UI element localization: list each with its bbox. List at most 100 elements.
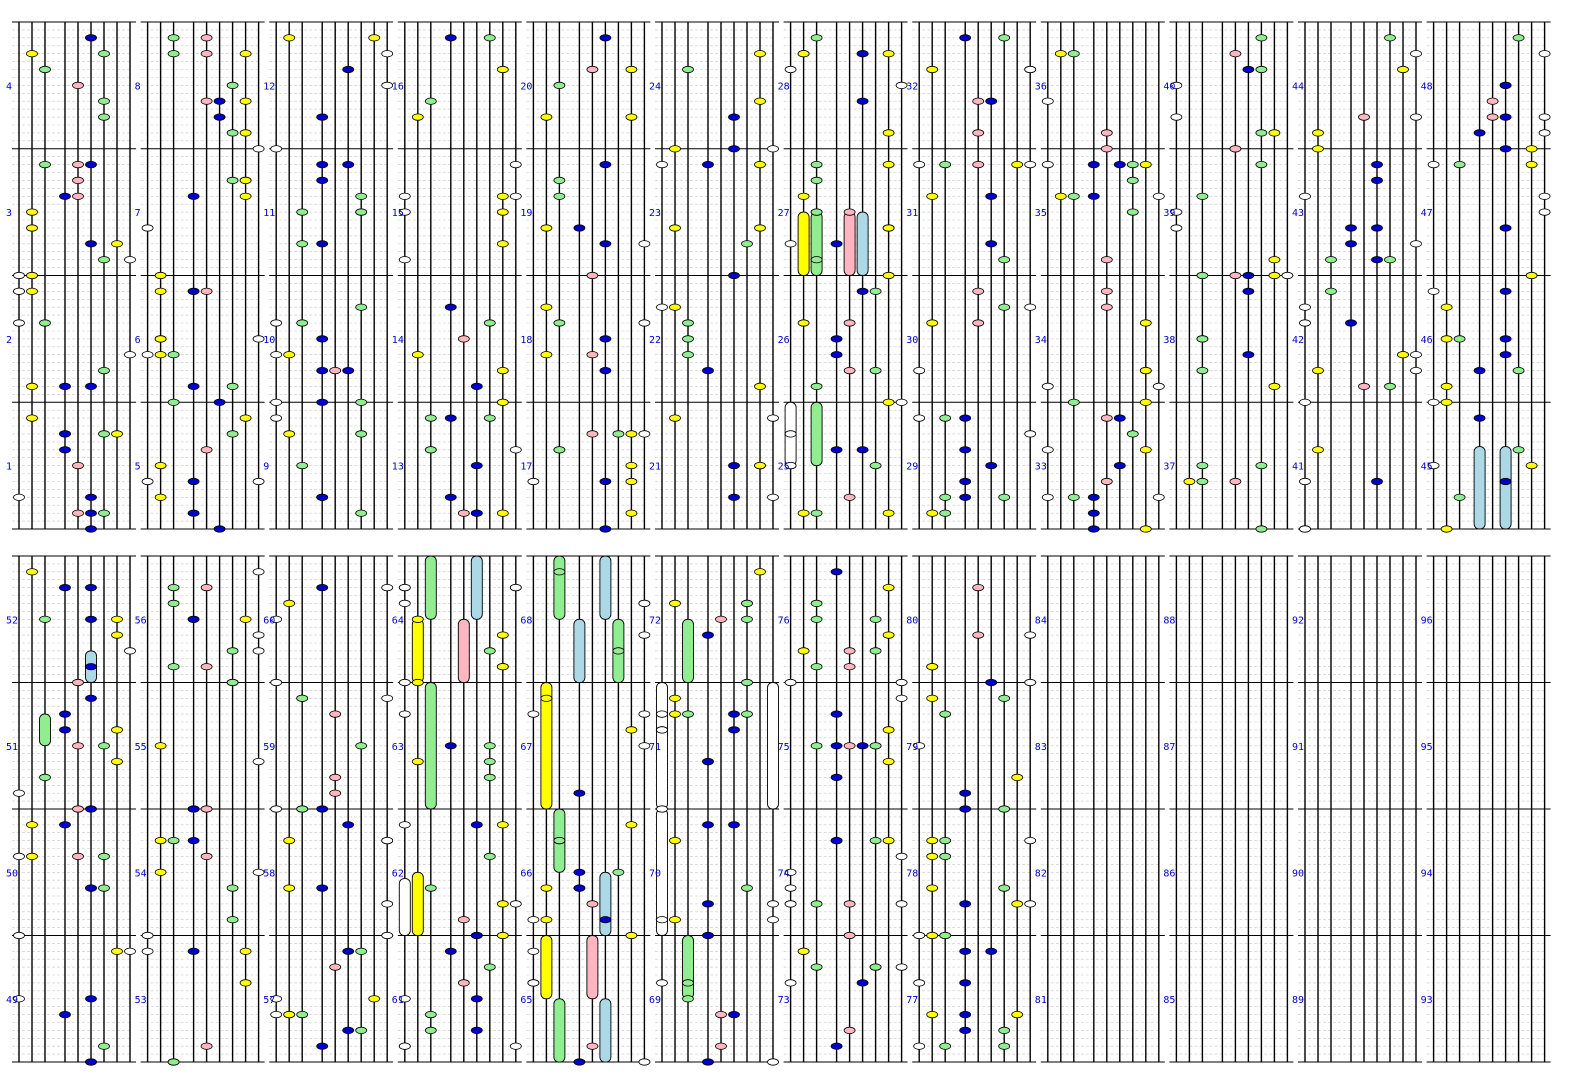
tap-note: [540, 224, 553, 232]
measure-number: 58: [263, 868, 275, 879]
tap-note: [939, 836, 952, 845]
measure-number: 65: [520, 995, 532, 1006]
long-note: [540, 682, 553, 810]
measure-number: 5: [135, 462, 141, 473]
tap-note: [1299, 303, 1311, 311]
tap-note: [483, 963, 496, 971]
tap-note: [1242, 65, 1255, 74]
tap-note: [1067, 493, 1080, 501]
tap-note: [13, 995, 25, 1003]
tap-note: [784, 884, 797, 892]
tap-note: [972, 97, 985, 105]
tap-note: [702, 1058, 714, 1066]
tap-note: [283, 1010, 296, 1019]
measure-number: 19: [520, 208, 532, 219]
tap-note: [1499, 335, 1512, 343]
measure-number: 10: [263, 335, 275, 346]
long-note: [586, 935, 599, 1000]
tap-note: [496, 65, 509, 74]
tap-note: [59, 446, 71, 454]
tap-note: [702, 821, 714, 829]
tap-note: [553, 81, 566, 90]
measure-number: 86: [1163, 868, 1175, 879]
tap-note: [856, 446, 869, 454]
tap-note: [843, 900, 856, 908]
tap-note: [573, 789, 586, 797]
tap-note: [13, 493, 25, 501]
tap-note: [368, 995, 381, 1003]
tap-note: [882, 726, 895, 734]
tap-note: [1312, 446, 1324, 454]
tap-note: [810, 742, 823, 750]
tap-note: [316, 583, 329, 592]
measure-number: 38: [1163, 335, 1175, 346]
tap-note: [424, 446, 437, 454]
tap-note: [728, 821, 740, 829]
tap-note: [316, 884, 329, 892]
tap-note: [1067, 192, 1080, 200]
tap-note: [959, 493, 972, 501]
tap-note: [843, 1026, 856, 1035]
tap-note: [1229, 477, 1242, 486]
tap-note: [797, 509, 810, 517]
tap-note: [985, 97, 998, 105]
tap-note: [296, 208, 309, 216]
measure-number: 30: [906, 335, 918, 346]
tap-note: [1538, 50, 1551, 58]
measure-number: 62: [392, 868, 404, 879]
tap-note: [754, 568, 766, 576]
tap-note: [59, 583, 71, 592]
tap-note: [926, 1010, 939, 1019]
long-note: [767, 682, 779, 810]
tap-note: [882, 631, 895, 639]
tap-note: [669, 414, 681, 422]
measure-number: 90: [1292, 868, 1304, 879]
tap-note: [368, 34, 381, 42]
measure-number: 24: [649, 81, 661, 92]
tap-note: [85, 525, 97, 533]
tap-note: [154, 287, 167, 295]
tap-note: [98, 1042, 110, 1050]
tap-note: [1299, 398, 1311, 406]
tap-note: [913, 979, 926, 987]
long-note: [1473, 446, 1486, 530]
tap-note: [612, 430, 625, 438]
tap-note: [239, 176, 252, 184]
tap-note: [998, 256, 1011, 264]
tap-note: [457, 335, 470, 343]
tap-note: [72, 509, 84, 517]
tap-note: [342, 821, 355, 829]
tap-note: [599, 916, 612, 924]
measure-number: 11: [263, 208, 275, 219]
tap-note: [1410, 113, 1422, 121]
tap-note: [187, 947, 200, 955]
measure-number: 23: [649, 208, 661, 219]
measure-number: 26: [778, 335, 790, 346]
tap-note: [985, 678, 998, 687]
tap-note: [270, 145, 283, 153]
tap-note: [741, 615, 753, 623]
tap-note: [470, 382, 483, 390]
tap-note: [496, 240, 509, 248]
tap-note: [830, 351, 843, 359]
tap-note: [1512, 34, 1525, 42]
tap-note: [1255, 65, 1268, 74]
tap-note: [124, 351, 136, 359]
tap-note: [1345, 319, 1357, 327]
tap-note: [895, 852, 908, 861]
tap-note: [998, 303, 1011, 311]
tap-note: [702, 900, 714, 908]
tap-note: [527, 477, 540, 486]
tap-note: [85, 509, 97, 517]
tap-note: [1067, 50, 1080, 58]
tap-note: [767, 414, 779, 422]
tap-note: [669, 145, 681, 153]
tap-note: [656, 916, 668, 924]
tap-note: [154, 351, 167, 359]
tap-note: [638, 1058, 651, 1066]
tap-note: [895, 963, 908, 971]
tap-note: [1345, 240, 1357, 248]
long-note: [682, 935, 694, 1000]
tap-note: [226, 884, 239, 892]
tap-note: [810, 161, 823, 169]
